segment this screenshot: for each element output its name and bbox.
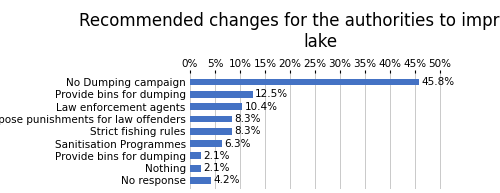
Bar — [190, 165, 200, 172]
Text: 8.3%: 8.3% — [234, 114, 260, 124]
Text: 6.3%: 6.3% — [224, 139, 250, 149]
Text: 4.2%: 4.2% — [214, 175, 240, 185]
Text: 8.3%: 8.3% — [234, 126, 260, 136]
Title: Recommended changes for the authorities to improve the
lake: Recommended changes for the authorities … — [78, 12, 500, 51]
Text: 45.8%: 45.8% — [422, 77, 454, 87]
Bar — [190, 79, 419, 85]
Bar — [190, 116, 232, 122]
Bar — [190, 128, 232, 135]
Bar — [190, 177, 211, 184]
Text: 2.1%: 2.1% — [203, 151, 230, 161]
Bar — [190, 140, 222, 147]
Bar — [190, 103, 242, 110]
Text: 10.4%: 10.4% — [244, 102, 278, 112]
Bar — [190, 152, 200, 159]
Bar — [190, 91, 252, 98]
Text: 12.5%: 12.5% — [255, 89, 288, 99]
Text: 2.1%: 2.1% — [203, 163, 230, 173]
